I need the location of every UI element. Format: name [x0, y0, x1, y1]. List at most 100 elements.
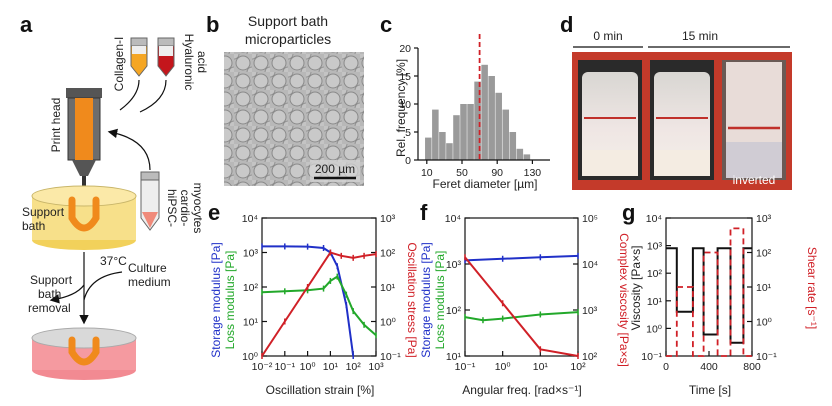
print-head	[66, 88, 102, 186]
vial-15min	[650, 60, 714, 180]
merge-line-hyaluronic	[139, 79, 167, 113]
panel-g-y-right-tick-label: 10²	[756, 248, 772, 260]
panel-f-y-left-tick-label: 10³	[446, 259, 462, 271]
hipsc-label-3: myocytes	[191, 183, 205, 234]
panel-e-x-tick-label: 10⁻¹	[274, 361, 295, 373]
panel-e-x-tick-label: 10²	[346, 361, 362, 373]
panel-b: b Support bath microparticles 200 µm	[206, 12, 364, 186]
panel-e-y-right-tick-label: 10⁰	[380, 317, 397, 329]
f-ylabel-loss: Loss modulus [Pa]	[433, 251, 447, 350]
histogram-bar	[439, 132, 446, 160]
removal-label-1: Support	[30, 273, 73, 287]
panel-f-y-right-tick-label: 10²	[582, 351, 598, 363]
f-xlabel: Angular freq. [rad×s⁻¹]	[462, 383, 581, 397]
panel-e-frame	[261, 217, 377, 357]
panel-g-y-left-tick-label: 10³	[647, 241, 663, 253]
scale-bar-label: 200 µm	[315, 162, 355, 176]
histogram-bar	[509, 132, 517, 160]
hyaluronic-label-2: acid	[195, 51, 209, 73]
g-xlabel: Time [s]	[689, 383, 731, 397]
panel-e-y-left-tick-label: 10²	[243, 282, 259, 294]
panel-f-series-storage-modulus	[464, 254, 579, 262]
panel-label-g: g	[622, 200, 635, 225]
panel-f-frame	[464, 217, 579, 357]
histogram-x-tick-label: 90	[491, 167, 503, 179]
histogram-bar	[446, 143, 453, 160]
histogram-y-tick-label: 20	[399, 43, 411, 55]
histogram-ylabel: Rel. frequency [%]	[394, 59, 408, 157]
support-bath-dish	[31, 185, 137, 250]
panel-g-series-shear-rate	[666, 227, 752, 357]
panel-c: c Rel. frequency [%] Feret diameter [µm]…	[380, 12, 550, 191]
panel-e-series-oscillation-stress	[261, 251, 377, 357]
panel-f-x-tick-label: 10²	[570, 361, 586, 373]
panel-g-y-left-tick-label: 10¹	[647, 296, 663, 308]
histogram-bar	[467, 104, 474, 160]
histogram-bar	[495, 92, 502, 160]
e-ylabel-loss: Loss modulus [Pa]	[223, 251, 237, 350]
g-ylabel-viscosity: Viscosity [Pa×s]	[629, 246, 643, 331]
hipsc-label-1: hiPSC-	[165, 189, 179, 227]
panel-e-series-loss-modulus	[261, 275, 377, 336]
histogram-bar	[516, 148, 524, 160]
histogram-bar	[425, 137, 432, 160]
hyaluronic-tube	[157, 37, 175, 77]
e-ylabel-storage: Storage modulus [Pa]	[209, 242, 223, 357]
panel-g-y-left-tick-label: 10²	[647, 268, 663, 280]
panel-g: g Viscosity [Pa×s] Shear rate [s⁻¹] Time…	[622, 200, 819, 397]
histogram-bar	[481, 64, 488, 160]
histogram-y-tick-label: 5	[405, 127, 411, 139]
histogram-bar	[488, 76, 495, 160]
vial-inverted	[722, 60, 786, 180]
histogram-bar	[474, 81, 481, 160]
panel-e-x-tick-label: 10⁻²	[252, 361, 273, 373]
panel-e-y-left-tick-label: 10⁰	[242, 351, 259, 363]
panel-label-c: c	[380, 12, 392, 37]
panel-f-x-tick-label: 10⁻¹	[455, 361, 476, 373]
histogram-y-tick-label: 10	[399, 99, 411, 111]
panel-label-a: a	[20, 12, 33, 37]
histogram-x-tick-label: 130	[524, 167, 542, 179]
panel-f-y-right-tick-label: 10⁴	[582, 259, 598, 271]
panel-a: a Collagen-I Hyaluronic acid Print hea	[20, 12, 209, 380]
culture-label-1: Culture	[128, 261, 167, 275]
e-xlabel: Oscillation strain [%]	[266, 383, 375, 397]
removal-label-3: removal	[28, 301, 71, 315]
histogram-bar	[460, 104, 467, 160]
panel-f-y-right-tick-label: 10³	[582, 305, 598, 317]
panel-e-y-left-tick-label: 10¹	[243, 317, 259, 329]
panel-g-x-tick-label: 400	[700, 361, 718, 373]
histogram-x-tick-label: 50	[456, 167, 468, 179]
panel-e-y-right-tick-label: 10²	[380, 248, 396, 260]
panel-e-y-left-tick-label: 10³	[243, 248, 259, 260]
merge-arrow	[107, 128, 151, 171]
temperature-label: 37°C	[100, 254, 127, 268]
print-head-label: Print head	[49, 98, 63, 153]
panel-g-y-left-tick-label: 10⁻¹	[641, 351, 662, 363]
panel-e-y-left-tick-label: 10⁴	[242, 213, 258, 225]
panel-label-e: e	[208, 200, 220, 225]
panel-e-x-tick-label: 10⁰	[300, 361, 317, 373]
panel-d: d 0 min 15 min inverted	[560, 12, 792, 190]
panel-f-x-tick-label: 10⁰	[495, 361, 512, 373]
collagen-label: Collagen-I	[112, 37, 126, 92]
support-bath-label-2: bath	[22, 219, 45, 233]
vial-0min	[578, 60, 642, 180]
culture-arrow	[83, 271, 123, 301]
culture-dish	[31, 327, 137, 380]
histogram-bar	[523, 154, 531, 160]
histogram-bar	[432, 109, 439, 160]
panel-e-y-right-tick-label: 10¹	[380, 282, 396, 294]
panel-g-x-tick-label: 800	[743, 361, 761, 373]
panel-g-y-left-tick-label: 10⁰	[646, 323, 663, 335]
panel-e-series-storage-modulus	[262, 245, 355, 357]
hipsc-tube	[140, 171, 160, 231]
panel-f-y-left-tick-label: 10²	[446, 305, 462, 317]
f-ylabel-storage: Storage modulus [Pa]	[419, 242, 433, 357]
culture-label-2: medium	[128, 275, 171, 289]
panel-g-x-tick-label: 0	[663, 361, 669, 373]
panel-f-y-left-tick-label: 10¹	[446, 351, 462, 363]
panel-label-f: f	[420, 200, 428, 225]
histogram-xlabel: Feret diameter [µm]	[433, 177, 538, 191]
